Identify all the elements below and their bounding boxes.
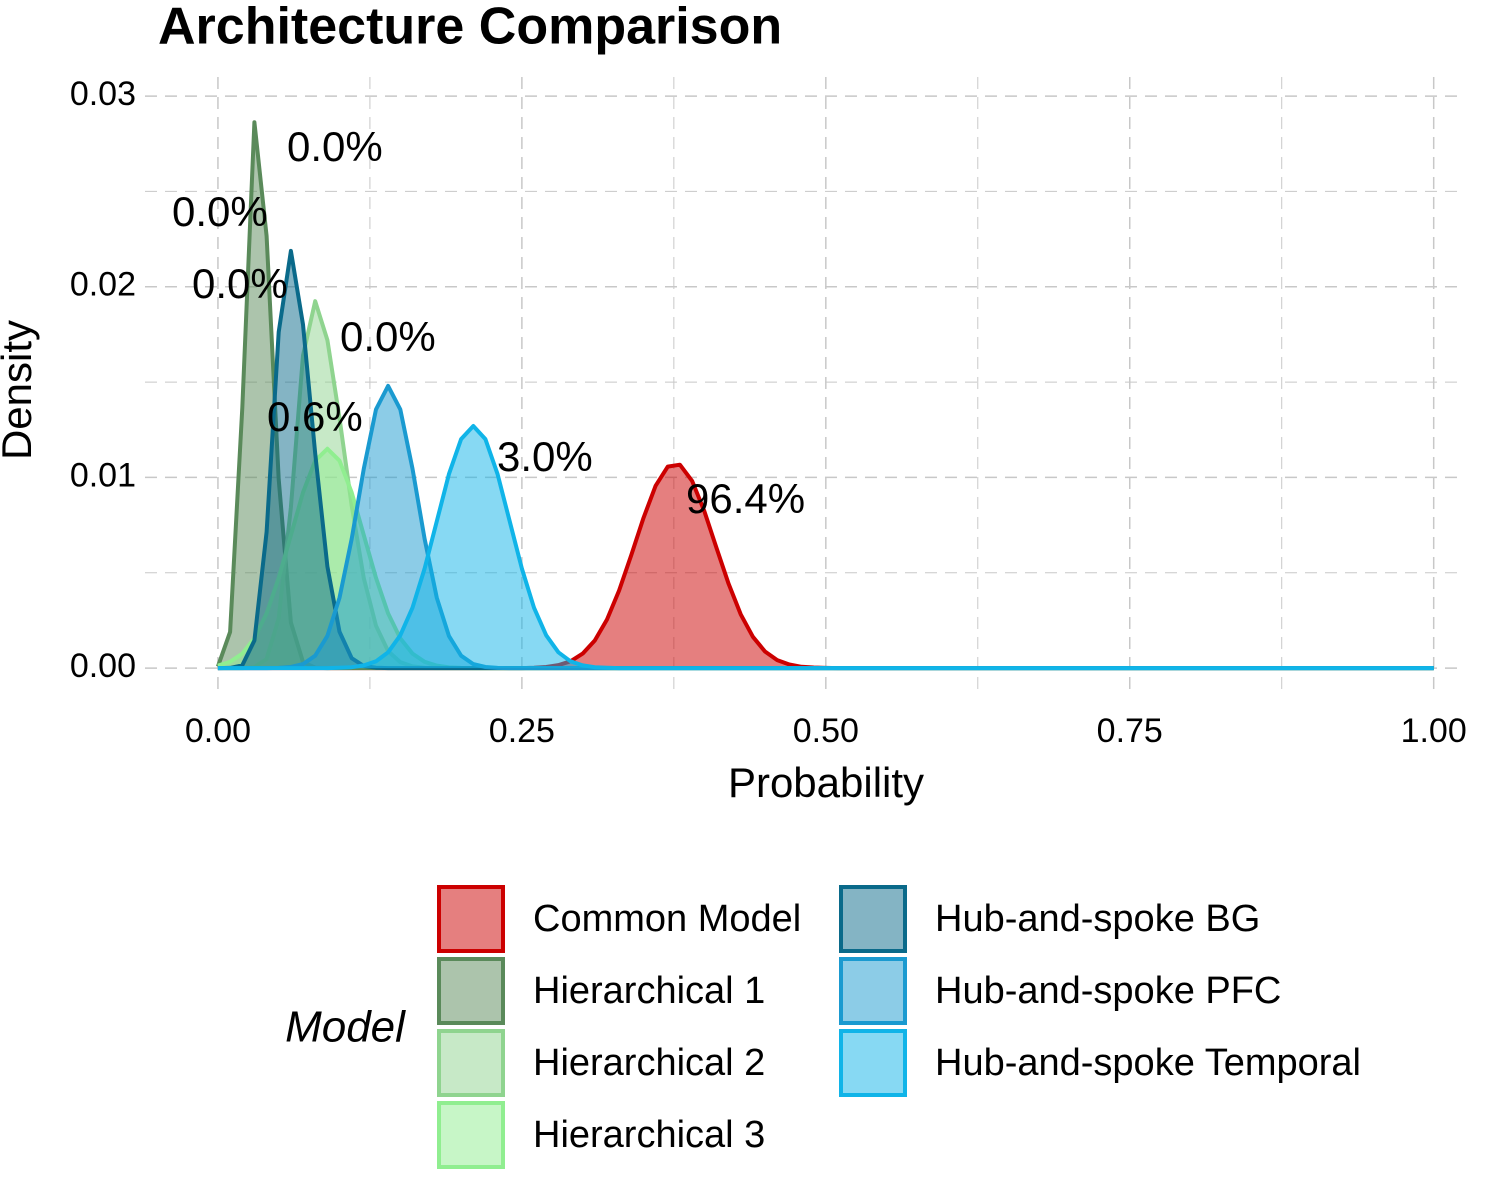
x-tick-label: 0.50 [793, 712, 859, 750]
probability-label: 0.6% [267, 393, 363, 440]
y-tick-label: 0.00 [70, 647, 136, 685]
legend-label: Common Model [533, 898, 801, 940]
legend-label: Hub-and-spoke PFC [935, 970, 1281, 1012]
legend-label: Hub-and-spoke Temporal [935, 1042, 1361, 1084]
probability-label: 0.0% [172, 188, 268, 235]
y-tick-label: 0.03 [70, 75, 136, 113]
density-line [217, 424, 1434, 671]
x-tick-label: 1.00 [1401, 712, 1467, 750]
legend-key [437, 957, 505, 1025]
density-area [217, 385, 1434, 669]
probability-label: 0.0% [287, 123, 383, 170]
legend-label: Hierarchical 2 [533, 1042, 765, 1084]
probability-label: 96.4% [686, 475, 805, 522]
legend-key [437, 885, 505, 953]
x-tick-label: 0.25 [489, 712, 555, 750]
x-tick-label: 0.00 [185, 712, 251, 750]
legend-key [839, 885, 907, 953]
legend-label: Hub-and-spoke BG [935, 898, 1260, 940]
legend-key [437, 1101, 505, 1169]
density-area [217, 426, 1434, 669]
x-tick-label: 0.75 [1097, 712, 1163, 750]
legend-key [839, 957, 907, 1025]
chart-title: Architecture Comparison [158, 0, 782, 56]
x-axis-label: Probability [728, 759, 924, 806]
legend-label: Hierarchical 1 [533, 970, 765, 1012]
probability-label: 0.0% [192, 260, 288, 307]
legend-title: Model [285, 1003, 406, 1052]
y-tick-label: 0.01 [70, 456, 136, 494]
probability-label: 3.0% [497, 433, 593, 480]
legend-label: Hierarchical 3 [533, 1114, 765, 1156]
legend-key [437, 1029, 505, 1097]
probability-label: 0.0% [340, 313, 436, 360]
y-tick-label: 0.02 [70, 266, 136, 304]
legend-key [839, 1029, 907, 1097]
y-axis-label: Density [0, 320, 40, 460]
